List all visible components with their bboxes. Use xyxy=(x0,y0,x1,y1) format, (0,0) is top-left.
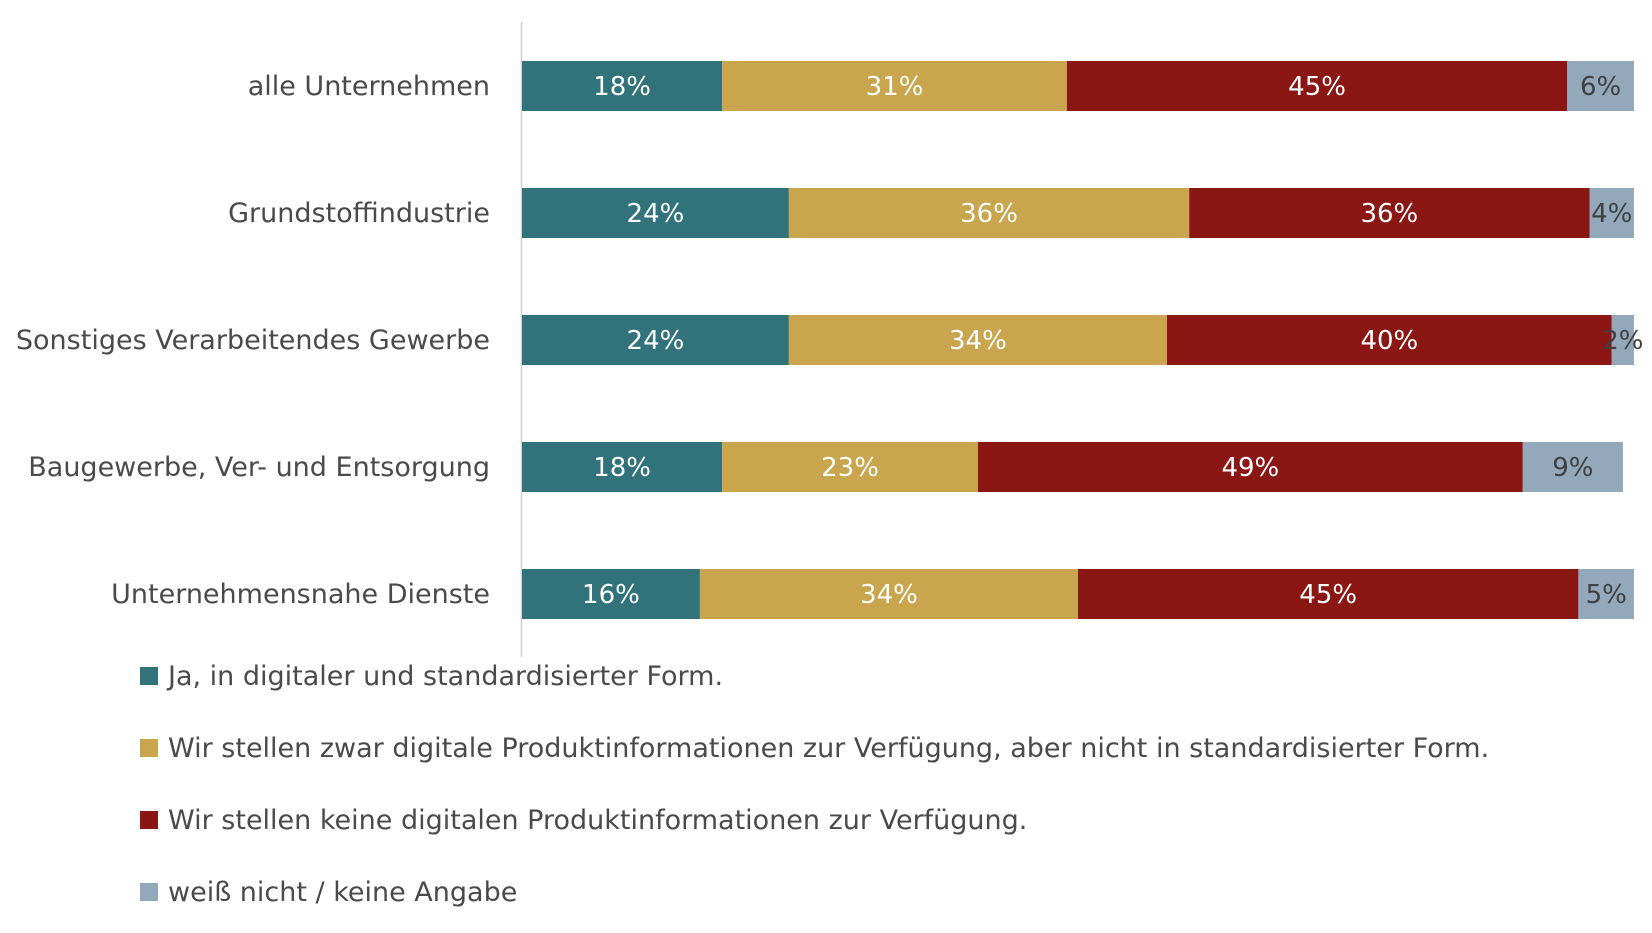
data-label: 34% xyxy=(860,580,918,610)
legend-item: weiß nicht / keine Angabe xyxy=(140,876,517,908)
legend-label: weiß nicht / keine Angabe xyxy=(168,876,518,908)
data-label: 36% xyxy=(1360,199,1418,229)
bar-segment xyxy=(522,61,723,111)
bar-segment xyxy=(1567,61,1634,111)
bar-segment xyxy=(1166,315,1612,365)
legend-label: Wir stellen keine digitalen Produktinfor… xyxy=(168,804,1028,836)
bar-segment xyxy=(788,188,1190,238)
data-label: 2% xyxy=(1602,326,1643,356)
bar-segment xyxy=(722,61,1067,111)
data-label: 9% xyxy=(1552,453,1593,483)
data-label: 40% xyxy=(1360,326,1418,356)
category-label: alle Unternehmen xyxy=(248,71,490,102)
data-label: 24% xyxy=(627,199,685,229)
bar-segment xyxy=(1189,188,1590,238)
bar-segment xyxy=(788,315,1167,365)
data-label: 18% xyxy=(593,72,651,102)
data-label: 45% xyxy=(1288,72,1346,102)
bar-segment xyxy=(1611,315,1634,365)
category-label: Sonstiges Verarbeitendes Gewerbe xyxy=(16,325,490,356)
category-label: Unternehmensnahe Dienste xyxy=(111,579,490,610)
data-label: 16% xyxy=(582,580,640,610)
bar-segment xyxy=(699,569,1078,619)
legend-item: Wir stellen zwar digitale Produktinforma… xyxy=(140,732,1489,764)
data-label: 49% xyxy=(1221,453,1279,483)
legend-label: Ja, in digitaler und standardisierter Fo… xyxy=(168,660,724,692)
category-label: Baugewerbe, Ver- und Entsorgung xyxy=(28,452,490,483)
bar-segment xyxy=(1522,442,1623,492)
bar-segment xyxy=(522,442,723,492)
legend-swatch xyxy=(140,667,158,685)
bar-segment xyxy=(1066,61,1568,111)
data-label: 45% xyxy=(1299,580,1357,610)
data-label: 6% xyxy=(1580,72,1621,102)
legend-swatch xyxy=(140,811,158,829)
legend-label: Wir stellen zwar digitale Produktinforma… xyxy=(168,732,1490,764)
legend-swatch xyxy=(140,739,158,757)
data-label: 36% xyxy=(960,199,1018,229)
bar-segment xyxy=(522,188,789,238)
legend-swatch xyxy=(140,883,158,901)
bar-segment xyxy=(722,442,978,492)
bar-segment xyxy=(977,442,1523,492)
data-label: 24% xyxy=(627,326,685,356)
category-label: Grundstoffindustrie xyxy=(228,198,490,229)
legend-item: Ja, in digitaler und standardisierter Fo… xyxy=(140,660,723,692)
bar-segment xyxy=(1078,569,1579,619)
bar-segment xyxy=(522,315,789,365)
bar-segment xyxy=(522,569,700,619)
data-label: 34% xyxy=(949,326,1007,356)
legend-item: Wir stellen keine digitalen Produktinfor… xyxy=(140,804,1027,836)
data-label: 5% xyxy=(1586,580,1627,610)
data-label: 31% xyxy=(866,72,924,102)
data-label: 4% xyxy=(1591,199,1632,229)
data-label: 18% xyxy=(593,453,651,483)
bar-segment xyxy=(1589,188,1634,238)
bar-segment xyxy=(1578,569,1634,619)
data-label: 23% xyxy=(821,453,879,483)
